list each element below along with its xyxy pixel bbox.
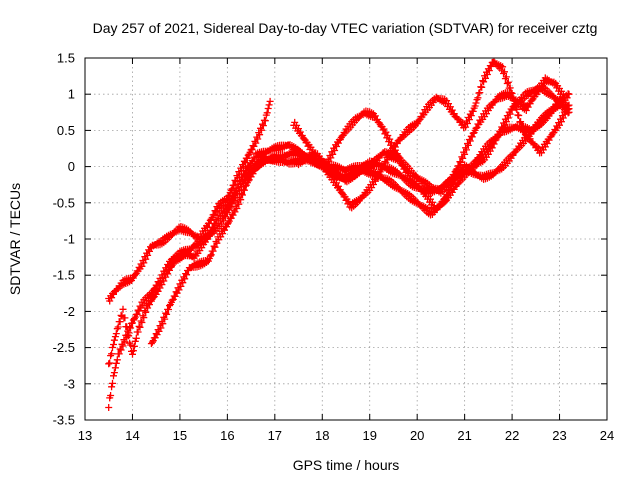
- y-tick-label: -2.5: [53, 340, 75, 355]
- chart-title: Day 257 of 2021, Sidereal Day-to-day VTE…: [93, 20, 598, 36]
- x-tick-label: 18: [315, 428, 329, 443]
- y-tick-label: 1: [68, 87, 75, 102]
- x-tick-label: 23: [552, 428, 566, 443]
- x-tick-label: 16: [220, 428, 234, 443]
- series-track-e: [290, 58, 573, 212]
- y-tick-label: -1: [63, 232, 75, 247]
- x-tick-label: 19: [362, 428, 376, 443]
- x-tick-label: 17: [268, 428, 282, 443]
- series-track-a: [105, 97, 274, 305]
- x-tick-label: 20: [410, 428, 424, 443]
- y-axis-title: SDTVAR / TECUs: [7, 183, 23, 295]
- x-tick-label: 24: [600, 428, 614, 443]
- y-tick-label: -2: [63, 304, 75, 319]
- y-tick-label: -1.5: [53, 268, 75, 283]
- y-tick-label: 0.5: [57, 123, 75, 138]
- x-tick-label: 22: [505, 428, 519, 443]
- x-tick-label: 13: [78, 428, 92, 443]
- y-tick-label: 0: [68, 159, 75, 174]
- x-tick-label: 14: [125, 428, 139, 443]
- y-tick-label: -3: [63, 376, 75, 391]
- series-track-f: [295, 74, 568, 197]
- y-tick-label: -0.5: [53, 195, 75, 210]
- data-points: [105, 58, 573, 411]
- x-tick-label: 15: [173, 428, 187, 443]
- series-markers: [290, 58, 573, 212]
- series-markers: [105, 97, 274, 305]
- y-tick-label: 1.5: [57, 51, 75, 66]
- axis-ticks: 13 14 15 16 17 18 19 20 21 22 23 24 1.5 1 0.5 0 -0.5 -1 -1…: [53, 51, 615, 444]
- x-axis-title: GPS time / hours: [293, 457, 400, 473]
- y-tick-label: -3.5: [53, 413, 75, 428]
- series-markers: [295, 74, 568, 197]
- x-tick-label: 21: [457, 428, 471, 443]
